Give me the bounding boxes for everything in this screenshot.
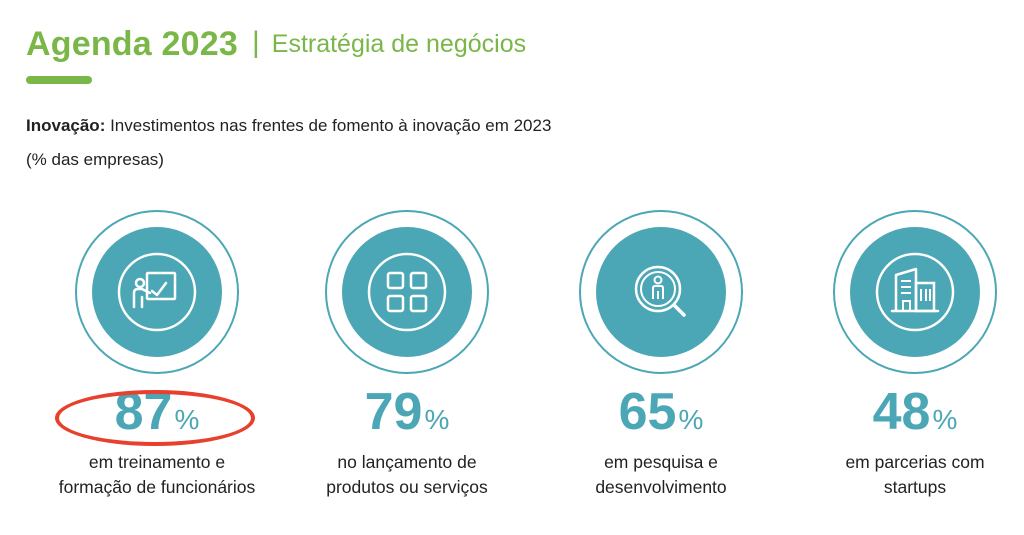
percent-sign: % — [932, 404, 958, 435]
percent-sign: % — [424, 404, 450, 435]
stat-value: 79% — [287, 384, 527, 448]
page-subtitle: Estratégia de negócios — [271, 29, 527, 58]
section-heading-text: Investimentos nas frentes de fomento à i… — [105, 116, 552, 135]
stat-label-line: em pesquisa e — [604, 452, 718, 472]
stat-label-line: startups — [883, 477, 947, 497]
stat-number: 65 — [618, 383, 677, 441]
section-heading: Inovação: Investimentos nas frentes de f… — [26, 116, 551, 136]
stat-startups: 48% em parcerias com startups — [795, 210, 1024, 500]
stat-number: 48 — [872, 383, 931, 441]
percent-sign: % — [678, 404, 704, 435]
startup-buildings-icon — [875, 252, 955, 332]
stat-label: em parcerias com startups — [795, 450, 1024, 500]
icon-ring — [325, 210, 489, 374]
stat-label-line: formação de funcionários — [58, 477, 256, 497]
stat-training: 87% em treinamento e formação de funcion… — [37, 210, 277, 500]
stat-label: no lançamento de produtos ou serviços — [287, 450, 527, 500]
stat-label: em pesquisa e desenvolvimento — [541, 450, 781, 500]
stat-label-line: desenvolvimento — [595, 477, 727, 497]
stat-label-line: no lançamento de — [337, 452, 477, 472]
icon-disc — [92, 227, 222, 357]
stat-number: 79 — [364, 383, 423, 441]
stats-row: 87% em treinamento e formação de funcion… — [0, 210, 1024, 530]
icon-ring — [833, 210, 997, 374]
icon-ring — [75, 210, 239, 374]
icon-disc — [342, 227, 472, 357]
stat-label-line: em parcerias com — [845, 452, 985, 472]
product-grid-icon — [367, 252, 447, 332]
icon-disc — [596, 227, 726, 357]
research-magnifier-icon — [634, 265, 686, 317]
stat-value: 65% — [541, 384, 781, 448]
icon-disc — [850, 227, 980, 357]
stat-label: em treinamento e formação de funcionário… — [37, 450, 277, 500]
highlight-oval — [55, 390, 255, 446]
stat-product-launch: 79% no lançamento de produtos ou serviço… — [287, 210, 527, 500]
icon-ring — [579, 210, 743, 374]
accent-bar — [26, 76, 92, 84]
training-presentation-icon — [117, 252, 197, 332]
stat-label-line: em treinamento e — [88, 452, 226, 472]
unit-note: (% das empresas) — [26, 150, 164, 169]
page-header: Agenda 2023 | Estratégia de negócios — [26, 20, 526, 68]
stat-research: 65% em pesquisa e desenvolvimento — [541, 210, 781, 500]
stat-label-line: produtos ou serviços — [326, 477, 488, 497]
title-separator: | — [251, 26, 260, 59]
section-heading-label: Inovação: — [26, 116, 106, 135]
page-title: Agenda 2023 — [26, 24, 238, 63]
stat-value: 48% — [795, 384, 1024, 448]
